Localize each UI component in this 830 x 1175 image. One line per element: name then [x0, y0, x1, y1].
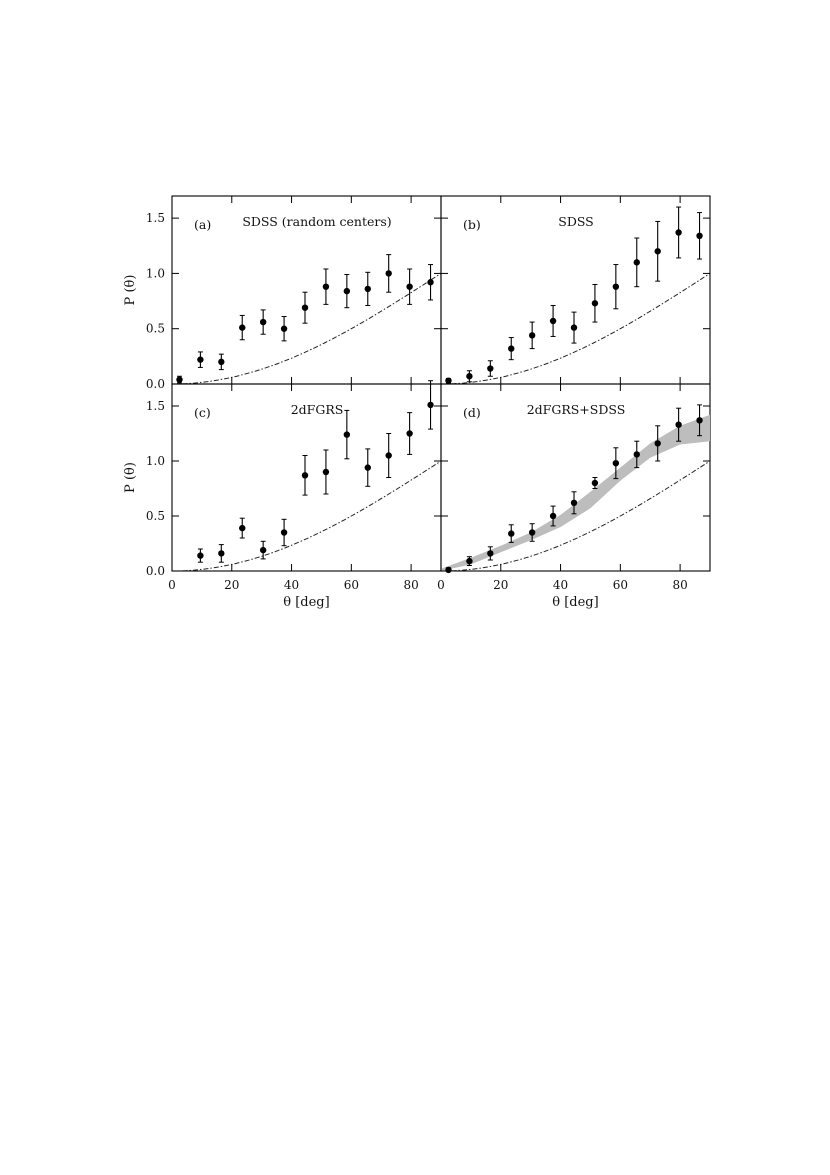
data-point-a-8 — [343, 287, 351, 295]
panel-tag-c: (c) — [194, 405, 211, 420]
data-point-d-2 — [487, 550, 494, 557]
data-point-a-4 — [259, 318, 267, 326]
panel-tag-a: (a) — [194, 217, 211, 232]
data-point-d-1 — [466, 557, 473, 565]
data-point-b-10 — [654, 248, 661, 255]
panel-tag-b: (b) — [463, 217, 481, 232]
data-point-a-0 — [176, 376, 183, 383]
x-tick-label-d-0: 0 — [437, 578, 445, 592]
y-tick-label-a-2: 1.0 — [146, 266, 165, 280]
data-point-b-2 — [487, 365, 494, 372]
y-tick-label-c-0: 0.0 — [146, 564, 165, 578]
panels-layer: 0.0 0.5 1.0 1.5 P (θ) (a) SDSS (random centers… — [123, 195, 711, 610]
data-point-a-10 — [385, 270, 392, 277]
panel-c: 0.0 0.5 1.0 1.5 0 20 40 60 80 θ [deg] P (θ) (c) 2dFG… — [123, 380, 442, 610]
data-point-a-9 — [364, 285, 371, 293]
data-point-b-8 — [612, 283, 620, 290]
x-tick-label-c-0: 0 — [168, 578, 176, 592]
data-point-d-5 — [549, 512, 557, 520]
data-point-d-3 — [508, 530, 515, 537]
data-point-a-3 — [239, 324, 246, 331]
x-tick-label-d-2: 40 — [553, 578, 568, 592]
data-point-b-0 — [445, 377, 452, 384]
y-axis-label-a: P (θ) — [123, 275, 138, 306]
data-point-c-7 — [343, 431, 351, 438]
data-point-d-12 — [696, 417, 703, 424]
y-tick-label-c-3: 1.5 — [146, 399, 165, 413]
confidence-band-d — [441, 414, 710, 571]
model-curve-d — [441, 460, 711, 572]
y-tick-label-a-1: 0.5 — [146, 322, 165, 336]
data-point-d-7 — [591, 479, 599, 487]
data-point-c-4 — [280, 529, 288, 536]
data-point-c-3 — [259, 546, 267, 554]
x-tick-label-c-1: 20 — [224, 578, 239, 592]
y-tick-label-c-2: 1.0 — [146, 454, 165, 468]
panel-frame-d — [440, 383, 711, 572]
data-point-b-5 — [549, 317, 557, 325]
data-point-b-9 — [633, 259, 640, 266]
data-point-a-6 — [301, 304, 309, 311]
model-curve-c — [172, 460, 442, 572]
data-point-c-5 — [301, 472, 309, 479]
y-tick-label-a-3: 1.5 — [146, 211, 165, 225]
data-point-d-8 — [612, 460, 620, 467]
data-point-b-7 — [591, 300, 599, 307]
x-tick-label-d-3: 60 — [613, 578, 628, 592]
data-point-a-11 — [406, 283, 413, 290]
data-point-b-1 — [466, 373, 473, 380]
data-point-a-5 — [280, 325, 288, 332]
panel-b: (b) SDSS — [440, 195, 711, 385]
data-point-c-9 — [385, 452, 392, 459]
data-point-a-12 — [427, 279, 434, 286]
data-point-c-11 — [427, 401, 434, 409]
panel-title-d: 2dFGRS+SDSS — [527, 402, 626, 417]
panel-d: 0 20 40 60 80 θ [deg] (d) 2dFGRS+SDSS — [437, 383, 711, 610]
data-point-d-10 — [654, 440, 661, 447]
data-point-c-2 — [239, 524, 246, 532]
data-point-a-7 — [322, 283, 330, 290]
data-point-d-4 — [528, 529, 536, 536]
data-point-c-10 — [406, 430, 413, 437]
panel-title-b: SDSS — [558, 214, 594, 229]
data-point-d-11 — [675, 421, 682, 428]
data-point-c-6 — [322, 468, 330, 476]
x-tick-label-c-3: 60 — [344, 578, 359, 592]
y-tick-label-c-1: 0.5 — [146, 509, 165, 523]
data-point-c-1 — [218, 550, 225, 557]
y-tick-label-a-0: 0.0 — [146, 377, 165, 391]
data-point-b-12 — [696, 232, 703, 240]
data-point-b-3 — [508, 345, 515, 352]
panel-title-c: 2dFGRS — [291, 402, 344, 417]
x-tick-label-d-1: 20 — [493, 578, 508, 592]
data-point-c-0 — [197, 552, 204, 559]
x-tick-label-d-4: 80 — [672, 578, 687, 592]
model-curve-a — [172, 272, 442, 385]
panel-title-a: SDSS (random centers) — [242, 214, 391, 229]
y-axis-label-c: P (θ) — [123, 462, 138, 493]
data-point-c-8 — [364, 464, 371, 471]
data-point-a-1 — [197, 356, 204, 363]
x-tick-label-c-4: 80 — [403, 578, 418, 592]
data-point-a-2 — [218, 358, 225, 366]
data-point-d-6 — [570, 499, 578, 506]
data-point-b-11 — [675, 229, 682, 236]
x-tick-label-c-2: 40 — [284, 578, 299, 592]
x-axis-label-c: θ [deg] — [283, 595, 329, 610]
panel-a: 0.0 0.5 1.0 1.5 P (θ) (a) SDSS (random centers… — [123, 195, 442, 391]
data-point-d-0 — [445, 566, 452, 574]
panel-tag-d: (d) — [463, 405, 481, 420]
data-point-b-6 — [570, 324, 578, 331]
x-axis-label-d: θ [deg] — [552, 595, 598, 610]
data-point-b-4 — [528, 332, 536, 339]
data-point-d-9 — [633, 451, 640, 458]
model-curve-b — [441, 272, 711, 385]
